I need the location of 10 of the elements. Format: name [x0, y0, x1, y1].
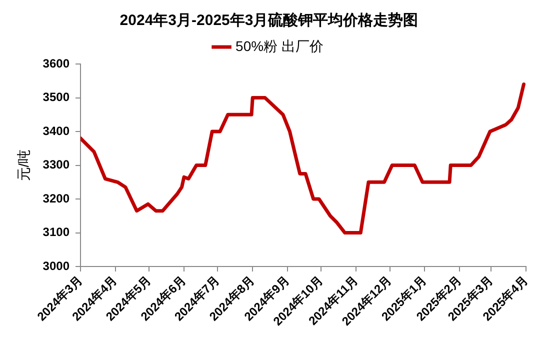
y-tick-label: 3000: [42, 258, 70, 273]
y-tick-label: 3400: [42, 124, 70, 138]
y-tick-label: 3200: [42, 191, 70, 206]
y-tick-label: 3300: [42, 158, 70, 172]
y-tick-label: 3100: [42, 225, 70, 240]
y-tick-label: 3600: [42, 56, 70, 70]
chart-title: 2024年3月-2025年3月硫酸钾平均价格走势图: [120, 11, 418, 30]
legend-label: 50%粉 出厂价: [236, 38, 324, 54]
y-tick-label: 3500: [42, 90, 70, 104]
y-axis-title: 元/吨: [15, 149, 32, 182]
